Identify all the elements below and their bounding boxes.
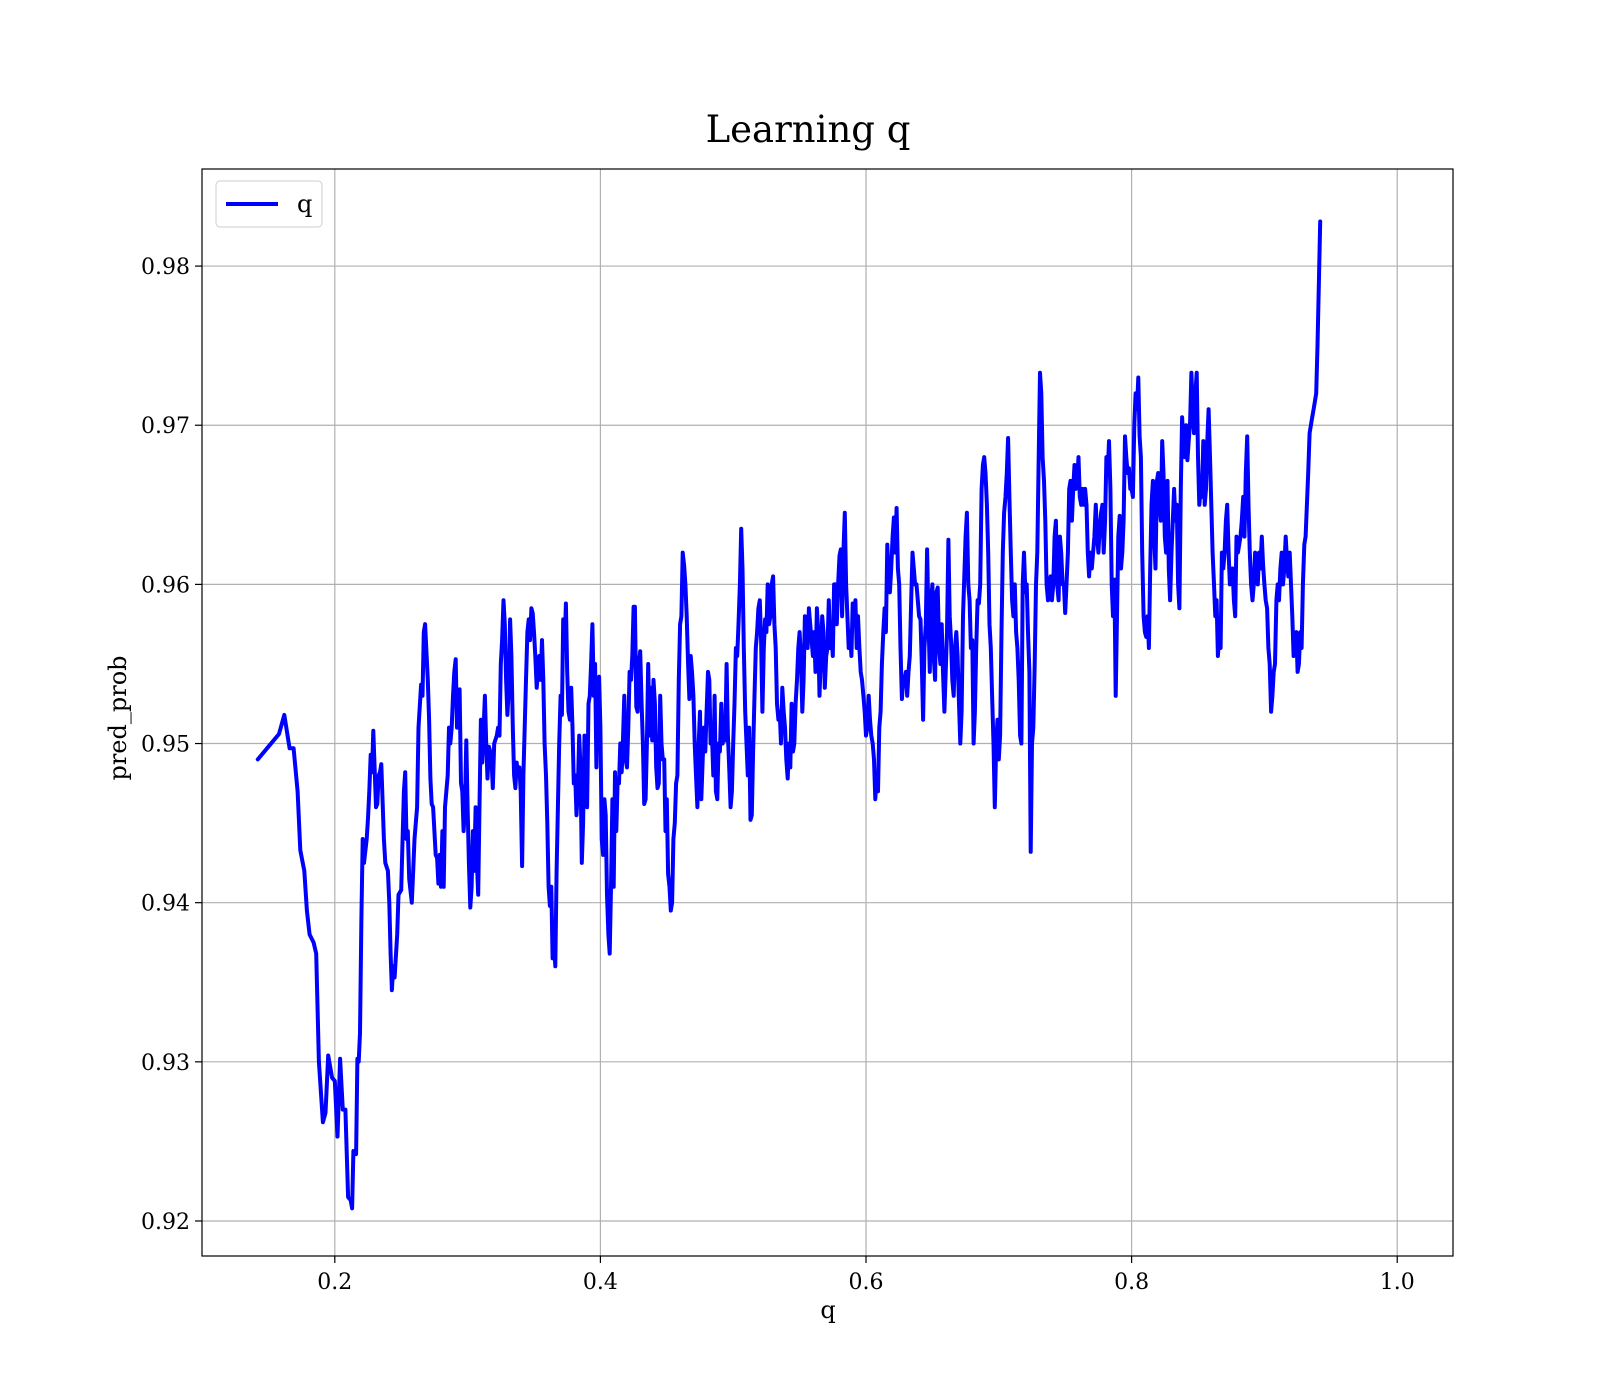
series-line-q — [255, 219, 1323, 1211]
x-tick-label: 0.8 — [1114, 1270, 1149, 1295]
x-tick-label: 0.6 — [849, 1270, 884, 1295]
plot-area-frame — [201, 168, 1454, 1257]
x-tick-label: 0.4 — [583, 1270, 618, 1295]
y-axis-label: pred_prob — [104, 655, 132, 780]
x-tick-label: 0.2 — [317, 1270, 352, 1295]
x-axis-label: q — [820, 1296, 835, 1324]
y-tick-label: 0.97 — [141, 414, 190, 439]
legend: q — [215, 180, 323, 228]
chart-title: Learning q — [706, 108, 911, 151]
series-layer — [255, 219, 1323, 1211]
x-tick-label: 1.0 — [1380, 1270, 1415, 1295]
y-tick-label: 0.93 — [141, 1051, 190, 1076]
y-tick-label: 0.96 — [141, 573, 190, 598]
axis-ticks: 0.2 0.4 0.6 0.8 1.0 0.92 0.93 0.94 0.95 0.96 0.97 0… — [141, 255, 1415, 1295]
legend-label-q: q — [297, 190, 312, 218]
y-tick-label: 0.95 — [141, 733, 190, 758]
y-tick-label: 0.94 — [141, 892, 190, 917]
grid — [202, 169, 1453, 1256]
y-tick-label: 0.92 — [141, 1210, 190, 1235]
y-tick-label: 0.98 — [141, 255, 190, 280]
